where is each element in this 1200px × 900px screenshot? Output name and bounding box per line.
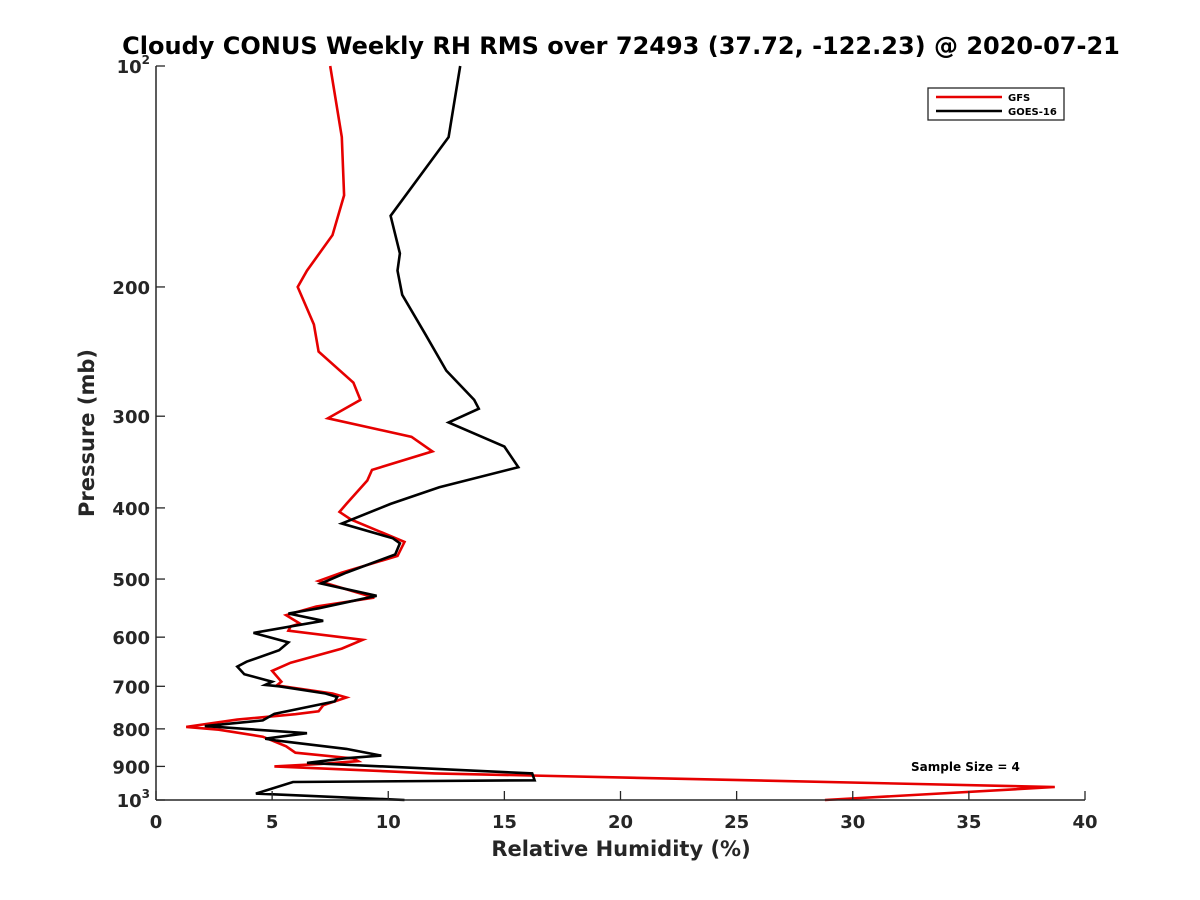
y-tick-label: 200 [112,278,150,299]
y-tick-label: 300 [112,407,150,428]
legend-box [927,87,1065,121]
legend-goes16-label: GOES-16 [1008,107,1057,118]
y-tick-label: 102 [117,53,150,78]
plot-area: 0 5 10 15 20 25 30 35 40 102 200 300 400 500 600 700 80… [112,53,1097,833]
legend: GFS GOES-16 [927,87,1065,121]
x-tick-label: 20 [608,812,633,833]
x-axis-label: Relative Humidity (%) [491,837,750,861]
x-tick-label: 15 [492,812,517,833]
x-tick-label: 35 [956,812,981,833]
series-group [186,65,1055,802]
legend-gfs-label: GFS [1008,93,1030,104]
y-tick-label: 800 [112,720,150,741]
y-tick-label: 103 [117,787,150,812]
y-tick-label: 500 [112,570,150,591]
x-tick-label: 10 [376,812,401,833]
y-tick-label: 600 [112,628,150,649]
sample-size-annotation: Sample Size = 4 [911,760,1020,774]
x-tick-label: 25 [724,812,749,833]
y-tick-label: 700 [112,677,150,698]
x-tick-label: 40 [1072,812,1097,833]
x-axis-ticks: 0 5 10 15 20 25 30 35 40 [150,791,1098,833]
x-tick-label: 5 [266,812,279,833]
y-tick-label: 900 [112,757,150,778]
chart-title: Cloudy CONUS Weekly RH RMS over 72493 (3… [122,32,1120,60]
y-axis-ticks: 102 200 300 400 500 600 700 800 900 103 [112,53,165,812]
y-axis-label: Pressure (mb) [75,349,99,517]
x-tick-label: 0 [150,812,163,833]
y-tick-label: 400 [112,499,150,520]
x-tick-label: 30 [840,812,865,833]
series-line-goes-16 [204,65,537,802]
